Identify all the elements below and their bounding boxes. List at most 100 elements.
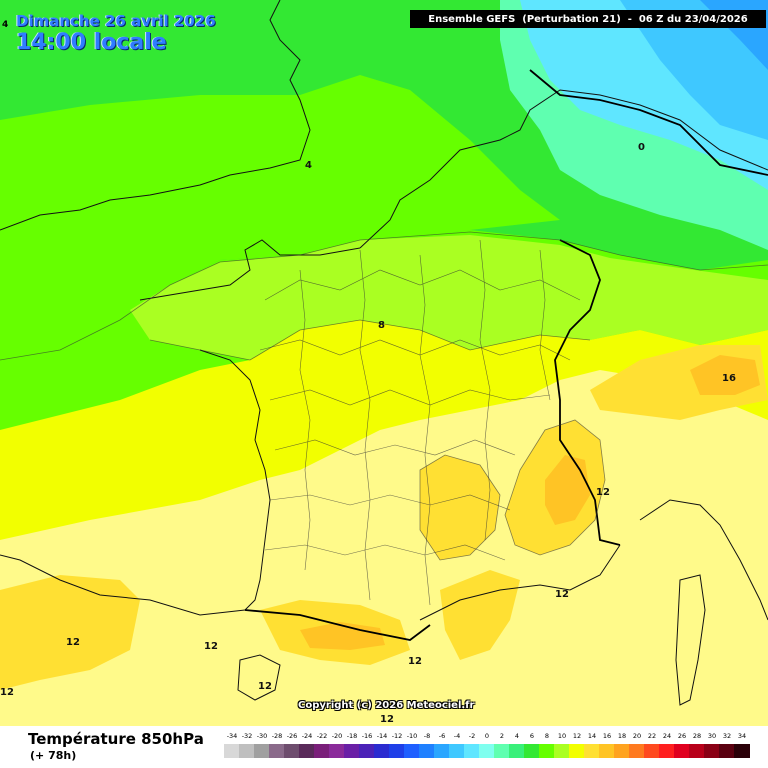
scale-label: 8 bbox=[544, 732, 550, 740]
scale-swatch bbox=[509, 744, 525, 758]
scale-swatch bbox=[239, 744, 255, 758]
scale-label: -34 bbox=[226, 732, 238, 740]
variable-name: Température 850hPa bbox=[28, 730, 204, 748]
isotherm-label-12-spain: 12 bbox=[66, 637, 80, 648]
scale-label: 2 bbox=[499, 732, 505, 740]
isotherm-label-4: 4 bbox=[305, 160, 312, 171]
color-scale: -34 -32 -30 -28 -26 -24 -22 -20 -18 -16 -14 -12 -10-… bbox=[224, 732, 752, 764]
scale-labels: -34 -32 -30 -28 -26 -24 -22 -20 -18 -16 -14 -12 -10-… bbox=[224, 732, 752, 744]
scale-label: -24 bbox=[301, 732, 313, 740]
legend-footer: Température 850hPa (+ 78h) -34 -32 -30 -28-… bbox=[0, 726, 768, 768]
region-borders bbox=[259, 239, 581, 606]
scale-swatch bbox=[569, 744, 585, 758]
scale-label: 6 bbox=[529, 732, 535, 740]
field-16-18-pyrenees bbox=[300, 622, 385, 650]
scale-swatch bbox=[524, 744, 540, 758]
scale-swatch bbox=[614, 744, 630, 758]
corner-number: 4 bbox=[2, 20, 9, 30]
field-8-10 bbox=[130, 235, 768, 360]
copyright-notice: Copyright (c) 2026 Meteociel.fr bbox=[298, 700, 475, 711]
scale-swatch bbox=[404, 744, 420, 758]
scale-swatch bbox=[284, 744, 300, 758]
lead-time: (+ 78h) bbox=[30, 749, 77, 762]
isotherm-label-16: 16 bbox=[722, 373, 736, 384]
scale-label: 16 bbox=[602, 732, 612, 740]
scale-label: 22 bbox=[647, 732, 657, 740]
scale-swatch bbox=[644, 744, 660, 758]
scale-label: -6 bbox=[438, 732, 446, 740]
scale-label: 30 bbox=[707, 732, 717, 740]
scale-swatch bbox=[419, 744, 435, 758]
scale-swatch bbox=[224, 744, 240, 758]
scale-swatch bbox=[359, 744, 375, 758]
scale-label: 20 bbox=[632, 732, 642, 740]
scale-label: -8 bbox=[423, 732, 431, 740]
isotherm-label-12-central: 12 bbox=[204, 641, 218, 652]
scale-swatch bbox=[734, 744, 750, 758]
scale-swatch bbox=[449, 744, 465, 758]
scale-swatch bbox=[464, 744, 480, 758]
isotherm-label-0: 0 bbox=[638, 142, 645, 153]
isotherm-label-12-pyrenees: 12 bbox=[408, 656, 422, 667]
isotherm-label-12-south: 12 bbox=[380, 714, 394, 725]
scale-label: -20 bbox=[331, 732, 343, 740]
scale-label: -22 bbox=[316, 732, 328, 740]
scale-swatch bbox=[344, 744, 360, 758]
scale-label: 12 bbox=[572, 732, 582, 740]
scale-label: 0 bbox=[484, 732, 490, 740]
isotherms bbox=[0, 231, 768, 561]
field-14-16-south bbox=[440, 570, 520, 660]
scale-label: -30 bbox=[256, 732, 268, 740]
scale-label: 24 bbox=[662, 732, 672, 740]
scale-swatch bbox=[659, 744, 675, 758]
scale-swatch bbox=[719, 744, 735, 758]
scale-label: -32 bbox=[241, 732, 253, 740]
field-14-16-massif bbox=[420, 455, 500, 560]
isotherm-label-12-balearic: 12 bbox=[258, 681, 272, 692]
scale-label: -4 bbox=[453, 732, 461, 740]
scale-swatches bbox=[224, 744, 752, 758]
scale-label: -2 bbox=[468, 732, 476, 740]
scale-swatch bbox=[689, 744, 705, 758]
scale-swatch bbox=[494, 744, 510, 758]
country-borders bbox=[244, 69, 768, 641]
scale-label: 14 bbox=[587, 732, 597, 740]
scale-swatch bbox=[584, 744, 600, 758]
scale-label: 26 bbox=[677, 732, 687, 740]
scale-label: 34 bbox=[737, 732, 747, 740]
scale-label: 10 bbox=[557, 732, 567, 740]
scale-label: 32 bbox=[722, 732, 732, 740]
isotherm-label-12-riviera: 12 bbox=[555, 589, 569, 600]
scale-swatch bbox=[599, 744, 615, 758]
field-14-16-spain bbox=[0, 575, 140, 690]
scale-swatch bbox=[629, 744, 645, 758]
temperature-map: 4 0 8 16 12 12 12 12 12 12 12 12 4 Diman… bbox=[0, 0, 768, 726]
scale-label: 28 bbox=[692, 732, 702, 740]
field-neg2-0 bbox=[620, 0, 768, 140]
scale-label: -12 bbox=[391, 732, 403, 740]
scale-swatch bbox=[314, 744, 330, 758]
scale-swatch bbox=[254, 744, 270, 758]
isotherm-label-12-west: 12 bbox=[0, 687, 14, 698]
scale-label: -10 bbox=[406, 732, 418, 740]
scale-swatch bbox=[299, 744, 315, 758]
model-run-banner: Ensemble GEFS (Perturbation 21) - 06 Z d… bbox=[410, 10, 766, 28]
scale-label: 4 bbox=[514, 732, 520, 740]
scale-swatch bbox=[674, 744, 690, 758]
forecast-date: Dimanche 26 avril 2026 bbox=[16, 12, 216, 30]
scale-swatch bbox=[479, 744, 495, 758]
forecast-time: 14:00 locale bbox=[16, 30, 167, 55]
scale-swatch bbox=[554, 744, 570, 758]
scale-swatch bbox=[434, 744, 450, 758]
scale-swatch bbox=[329, 744, 345, 758]
scale-swatch bbox=[704, 744, 720, 758]
scale-swatch bbox=[389, 744, 405, 758]
scale-label: -26 bbox=[286, 732, 298, 740]
isotherm-label-8: 8 bbox=[378, 320, 385, 331]
scale-swatch bbox=[539, 744, 555, 758]
scale-label: -28 bbox=[271, 732, 283, 740]
scale-label: -18 bbox=[346, 732, 358, 740]
scale-label: 18 bbox=[617, 732, 627, 740]
field-16-18-italy bbox=[690, 355, 760, 395]
scale-label: -14 bbox=[376, 732, 388, 740]
